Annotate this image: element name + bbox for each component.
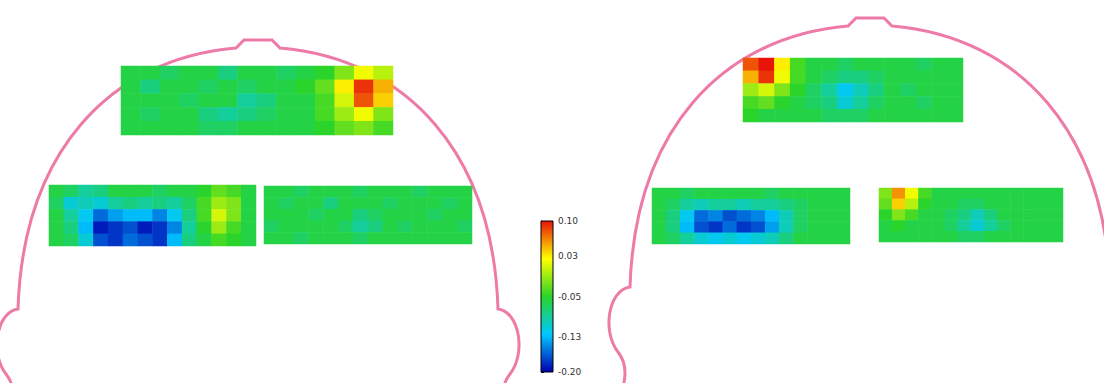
svg-text:-0.13: -0.13 <box>558 332 581 342</box>
svg-text:-0.05: -0.05 <box>558 292 581 302</box>
svg-text:-0.20: -0.20 <box>558 367 582 377</box>
svg-text:0.03: 0.03 <box>558 251 578 261</box>
svg-text:0.10: 0.10 <box>558 216 578 226</box>
